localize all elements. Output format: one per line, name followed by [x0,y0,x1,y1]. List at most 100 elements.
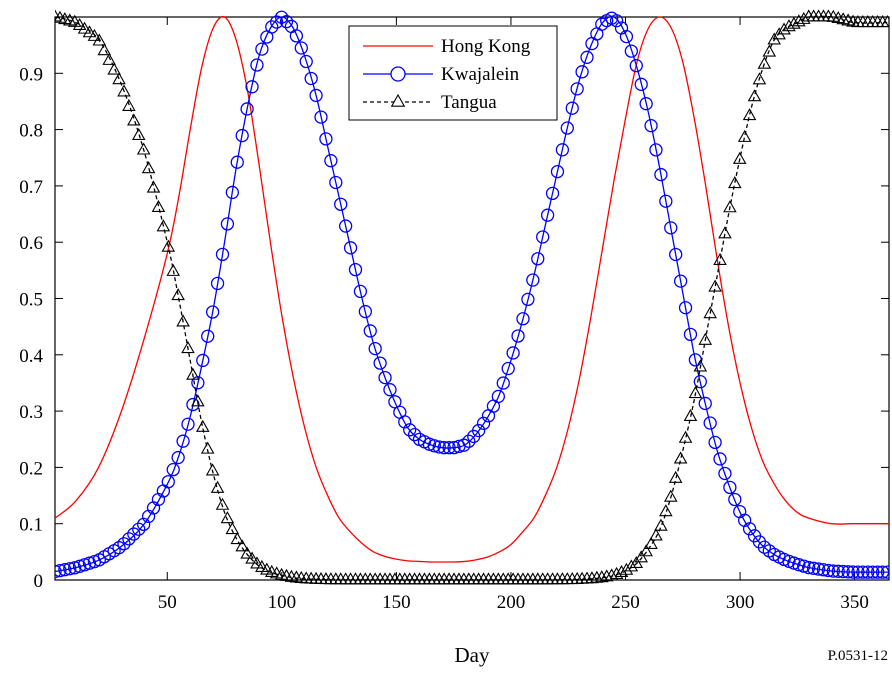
data-point [664,221,678,235]
data-point [861,565,875,579]
data-point [265,20,279,34]
data-point [792,14,806,27]
data-point [127,113,141,126]
y-tick-label: 0.7 [19,177,43,198]
data-point [851,565,865,579]
data-point [491,389,505,404]
data-point [407,427,422,442]
data-point [545,186,560,201]
legend-marker [390,93,406,107]
legend-item: Tangua [363,92,497,113]
data-point [841,565,855,579]
data-point [82,25,97,38]
data-point [235,128,249,143]
data-point [181,417,195,431]
data-point [506,346,520,360]
data-point [575,65,589,79]
data-point [511,329,525,343]
y-tick-label: 0.9 [19,64,43,85]
data-point [718,226,732,239]
x-tick-label: 150 [382,592,411,613]
data-point [368,341,382,356]
y-tick-label: 0.1 [19,515,43,536]
data-point [536,230,550,244]
data-point [403,423,417,437]
y-tick-label: 0.6 [19,233,43,254]
data-point [220,217,235,231]
data-point [166,263,181,276]
data-point [225,522,240,535]
data-point [792,558,806,572]
data-point [55,563,67,578]
data-point [777,22,791,35]
data-point [166,463,180,477]
data-point [363,324,377,338]
data-point [501,361,515,376]
data-point [112,541,126,555]
data-point [747,89,762,102]
data-point [659,194,673,208]
data-point [205,305,220,319]
data-point [270,15,284,29]
data-point [97,43,112,56]
y-tick-label: 0.5 [19,290,43,311]
data-point [255,42,269,56]
data-point [703,306,717,319]
data-point [250,556,264,569]
legend-label: Hong Kong [441,36,531,57]
data-point [122,98,136,111]
data-point [58,563,72,577]
data-point [752,72,767,85]
data-point [112,72,126,85]
legend-item: Kwajalein [363,64,520,85]
data-point [673,451,688,464]
data-point [72,17,87,31]
data-point [644,119,658,133]
data-point [77,21,92,34]
series-tangua [55,9,889,585]
data-point [136,142,151,155]
data-point [668,470,683,483]
data-point [649,528,663,541]
data-point [619,29,634,44]
data-point [437,441,451,455]
series-kwajalein [55,10,889,579]
data-point [683,408,698,422]
data-point [639,544,653,557]
data-point [649,143,663,157]
data-point [821,563,836,578]
legend-item: Hong Kong [363,36,531,57]
data-point [132,522,146,536]
series-line [55,15,889,573]
y-tick-label: 0.3 [19,402,43,423]
data-point [447,440,461,455]
data-point [191,394,205,407]
data-point [176,434,190,448]
data-point [195,419,210,432]
data-point [314,110,328,124]
data-point [742,108,757,121]
data-point [619,562,634,575]
data-point [880,565,889,579]
data-point [329,175,343,190]
legend-label: Tangua [441,92,497,113]
data-point [338,219,353,233]
data-point [196,353,210,368]
data-point [787,16,801,29]
data-point [171,450,185,465]
data-point [274,10,289,24]
data-point [555,143,570,157]
data-point [122,532,136,546]
y-tick-label: 0.2 [19,458,43,479]
data-point [703,416,717,430]
data-point [698,396,712,411]
data-point [240,102,254,116]
data-point [540,208,555,222]
data-point [215,497,230,510]
data-point [609,14,624,28]
data-point [875,565,889,579]
legend: Hong Kong Kwajalein Tangua [348,25,558,121]
data-point [796,11,811,24]
